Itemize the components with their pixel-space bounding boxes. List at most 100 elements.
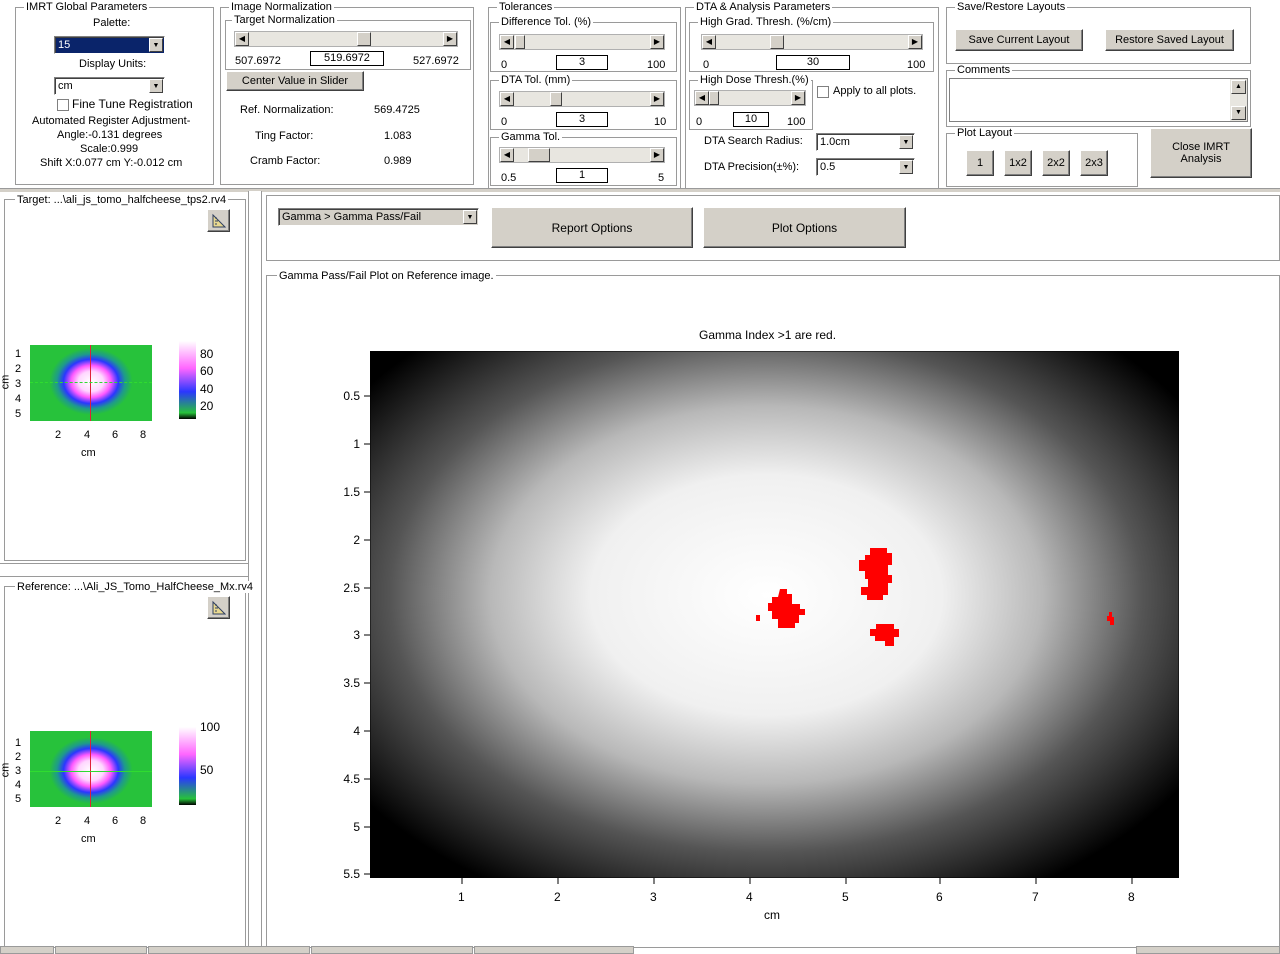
gamma-tol-input[interactable]: 1: [556, 168, 608, 183]
high-grad-thresh-input[interactable]: 30: [776, 55, 850, 70]
report-options-button[interactable]: Report Options: [491, 207, 693, 248]
close-imrt-button[interactable]: Close IMRT Analysis: [1150, 128, 1252, 178]
difference-tol-slider[interactable]: ◀ ▶: [499, 34, 665, 50]
palette-select[interactable]: 15 ▼: [54, 36, 165, 54]
reference-y-label: cm: [0, 762, 12, 778]
dta-tol-input[interactable]: 3: [556, 112, 608, 127]
target-normalization-slider[interactable]: ◀ ▶: [234, 31, 458, 47]
y-tick-label: 4: [353, 724, 360, 738]
bottom-tab[interactable]: [1136, 946, 1280, 954]
analysis-type-value: Gamma > Gamma Pass/Fail: [282, 211, 422, 223]
fine-tune-checkbox[interactable]: [57, 99, 69, 111]
colorbar-tick: 60: [200, 364, 214, 378]
units-select[interactable]: cm ▼: [54, 77, 165, 95]
y-tick: 2: [15, 363, 22, 375]
arrow-left-icon[interactable]: ◀: [235, 32, 249, 46]
dta-search-radius-select[interactable]: 1.0cm ▼: [816, 133, 915, 151]
arrow-right-icon[interactable]: ▶: [650, 35, 664, 49]
slider-max: 5: [658, 172, 665, 184]
arrow-right-icon[interactable]: ▶: [650, 148, 664, 162]
layout-1x2-button[interactable]: 1x2: [1004, 150, 1032, 176]
x-tick-label: 1: [458, 890, 465, 904]
group-title: Gamma Pass/Fail Plot on Reference image.: [277, 270, 496, 282]
high-dose-thresh-input[interactable]: 10: [733, 112, 769, 127]
palette-value: 15: [58, 39, 71, 51]
layout-2x2-button[interactable]: 2x2: [1042, 150, 1070, 176]
reference-dose-map[interactable]: [30, 731, 152, 807]
center-value-button[interactable]: Center Value in Slider: [226, 71, 364, 91]
slider-min: 0: [703, 59, 710, 71]
scroll-up-icon[interactable]: ▲: [1231, 80, 1246, 94]
save-restore-group: Save/Restore Layouts: [946, 1, 1251, 64]
slider-thumb[interactable]: [357, 32, 371, 46]
y-tick-label: 3: [353, 628, 360, 642]
comments-textarea[interactable]: ▲ ▼: [949, 78, 1248, 122]
scroll-down-icon[interactable]: ▼: [1231, 106, 1246, 120]
arrow-right-icon[interactable]: ▶: [650, 92, 664, 106]
difference-tol-input[interactable]: 3: [556, 55, 608, 70]
y-tick-label: 4.5: [343, 772, 360, 786]
ruler-tool-icon[interactable]: [207, 596, 230, 619]
ruler-tool-icon[interactable]: [207, 209, 230, 232]
x-tick: 2: [55, 815, 62, 827]
fail-region: [768, 589, 805, 628]
comments-scrollbar[interactable]: ▲ ▼: [1230, 79, 1247, 121]
chevron-down-icon[interactable]: ▼: [463, 210, 477, 224]
slider-thumb[interactable]: [528, 148, 550, 162]
arrow-left-icon[interactable]: ◀: [695, 91, 709, 105]
group-title: Save/Restore Layouts: [955, 1, 1068, 13]
x-tick-label: 7: [1032, 890, 1039, 904]
group-title: DTA Tol. (mm): [499, 74, 573, 86]
arrow-right-icon[interactable]: ▶: [908, 35, 922, 49]
x-tick-marks: [461, 878, 1133, 884]
target-y-label: cm: [0, 374, 12, 390]
y-tick-label: 5.5: [343, 867, 360, 881]
gamma-tol-group: Gamma Tol.: [490, 131, 677, 186]
arrow-left-icon[interactable]: ◀: [500, 148, 514, 162]
layout-2x3-button[interactable]: 2x3: [1080, 150, 1108, 176]
image-normalization-group: Image Normalization: [220, 1, 474, 185]
target-x-label: cm: [81, 447, 96, 459]
restore-layout-button[interactable]: Restore Saved Layout: [1105, 29, 1234, 51]
apply-all-checkbox[interactable]: [817, 86, 829, 98]
slider-thumb[interactable]: [770, 35, 784, 49]
bottom-tab[interactable]: [0, 946, 54, 954]
normalization-value-input[interactable]: 519.6972: [310, 51, 384, 66]
slider-thumb[interactable]: [550, 92, 562, 106]
slider-thumb[interactable]: [709, 91, 719, 105]
colorbar-tick: 40: [200, 382, 214, 396]
x-tick: 6: [112, 429, 119, 441]
dta-precision-select[interactable]: 0.5 ▼: [816, 158, 915, 176]
gamma-pass-fail-plot[interactable]: [370, 351, 1179, 878]
layout-1-button[interactable]: 1: [966, 150, 994, 176]
slider-max: 10: [654, 116, 667, 128]
dta-tol-slider[interactable]: ◀ ▶: [499, 91, 665, 107]
bottom-tab[interactable]: [55, 946, 147, 954]
target-normalization-group: Target Normalization: [225, 14, 471, 70]
arrow-right-icon[interactable]: ▶: [791, 91, 805, 105]
arrow-left-icon[interactable]: ◀: [500, 92, 514, 106]
target-dose-map[interactable]: [30, 345, 152, 421]
chevron-down-icon[interactable]: ▼: [149, 79, 163, 93]
analysis-type-select[interactable]: Gamma > Gamma Pass/Fail ▼: [278, 208, 479, 226]
arrow-right-icon[interactable]: ▶: [443, 32, 457, 46]
chevron-down-icon[interactable]: ▼: [149, 38, 163, 52]
slider-thumb[interactable]: [515, 35, 525, 49]
bottom-tab[interactable]: [474, 946, 634, 954]
high-grad-thresh-slider[interactable]: ◀ ▶: [701, 34, 923, 50]
arrow-left-icon[interactable]: ◀: [702, 35, 716, 49]
scale-readout: Scale:0.999: [80, 143, 139, 155]
reference-panel: Reference: ...\Ali_JS_Tomo_HalfCheese_Mx…: [4, 581, 255, 948]
bottom-tab[interactable]: [311, 946, 473, 954]
plot-options-button[interactable]: Plot Options: [703, 207, 906, 248]
gamma-tol-slider[interactable]: ◀ ▶: [499, 147, 665, 163]
save-layout-button[interactable]: Save Current Layout: [955, 29, 1083, 51]
chevron-down-icon[interactable]: ▼: [899, 135, 913, 149]
vertical-splitter[interactable]: [248, 191, 262, 946]
chevron-down-icon[interactable]: ▼: [899, 160, 913, 174]
y-tick-label: 1.5: [343, 485, 360, 499]
bottom-tab[interactable]: [148, 946, 310, 954]
high-dose-thresh-slider[interactable]: ◀ ▶: [694, 90, 806, 106]
arrow-left-icon[interactable]: ◀: [500, 35, 514, 49]
reference-x-label: cm: [81, 833, 96, 845]
